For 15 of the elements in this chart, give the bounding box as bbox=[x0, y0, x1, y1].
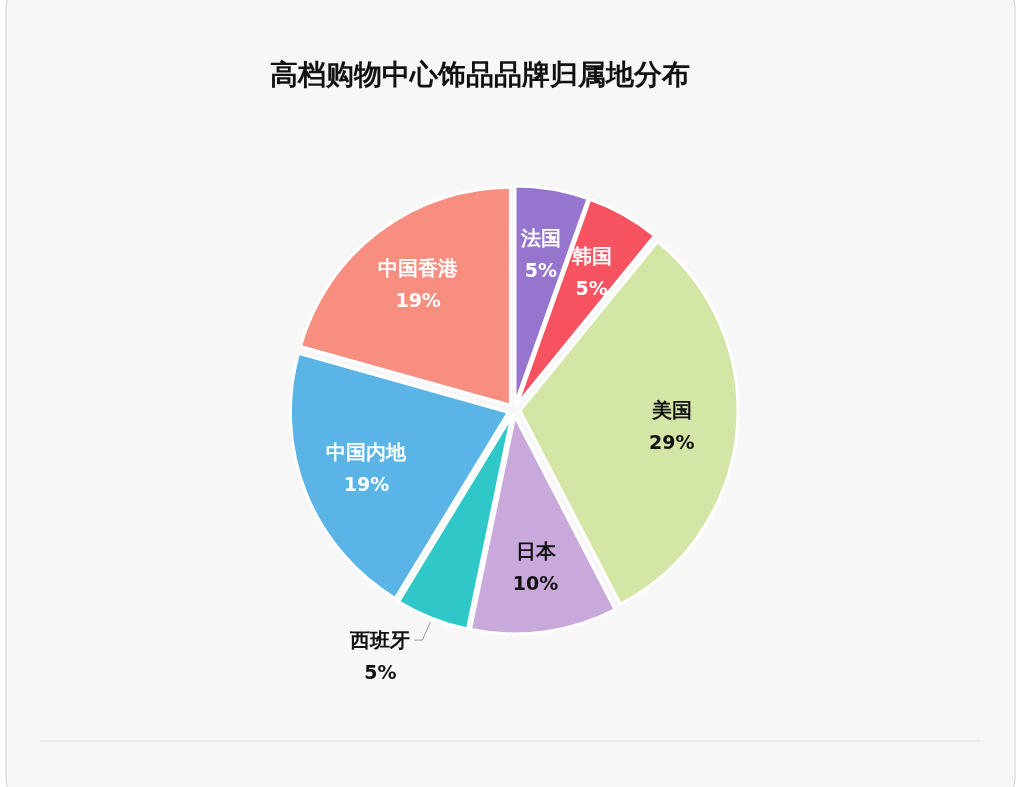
slice-label: 日本 bbox=[515, 539, 557, 564]
slice-label: 法国 bbox=[519, 225, 561, 250]
data-label: 19% bbox=[395, 288, 441, 311]
slice-label: 西班牙 bbox=[349, 628, 411, 653]
chart-title: 高档购物中心饰品品牌归属地分布 bbox=[270, 57, 690, 91]
data-label: 5% bbox=[364, 661, 397, 684]
data-label: 5% bbox=[524, 258, 558, 281]
data-label: 5% bbox=[575, 276, 608, 299]
slice-label: 中国香港 bbox=[378, 255, 460, 280]
data-label: 29% bbox=[649, 431, 695, 454]
slice-label: 韩国 bbox=[570, 243, 612, 268]
data-label: 10% bbox=[512, 572, 559, 595]
slice-label: 美国 bbox=[650, 398, 692, 423]
slice-label: 中国内地 bbox=[326, 440, 408, 465]
data-label: 19% bbox=[343, 473, 390, 496]
